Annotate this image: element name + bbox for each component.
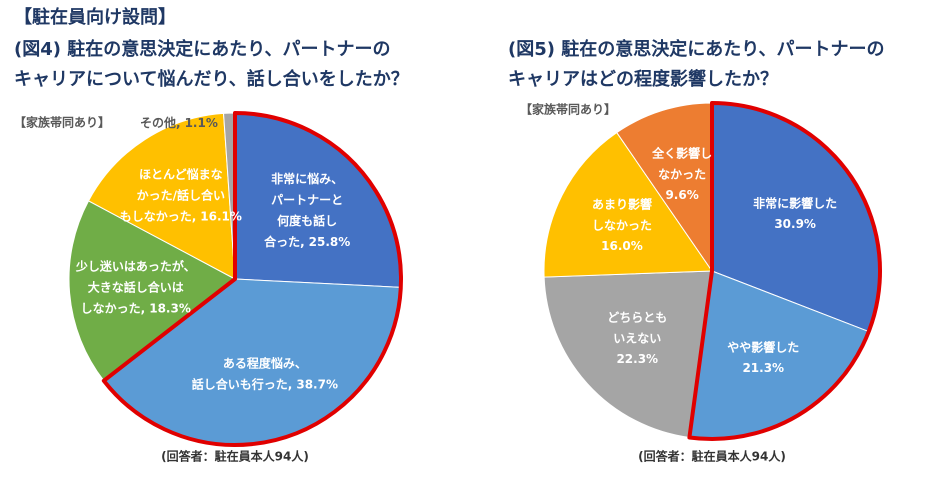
data-label: 非常に影響した — [753, 195, 837, 210]
category-label: 少し迷いはあったが、 — [75, 258, 196, 273]
category-label: かった/話し合い — [137, 187, 225, 202]
data-label: 話し合いも行った, 38.7% — [192, 376, 338, 391]
chart-subtitle: 【家族帯同あり】 — [14, 115, 110, 130]
data-label: 大きな話し合いは — [88, 279, 184, 294]
chart-title: (図5) 駐在の意思決定にあたり、パートナーの — [508, 38, 885, 60]
data-label: 非常に悩み、 — [271, 170, 343, 185]
category-label: どちらとも — [607, 310, 667, 324]
chart-title: (図4) 駐在の意思決定にあたり、パートナーの — [14, 38, 391, 60]
data-label: 全く影響し — [651, 145, 712, 160]
chart-subtitle: 【家族帯同あり】 — [520, 102, 616, 117]
data-label: しなかった, 18.3% — [81, 301, 191, 315]
category-label: パートナーと — [271, 192, 343, 206]
data-label: なかった — [658, 167, 706, 181]
data-label: もしなかった, 16.1% — [120, 209, 242, 223]
category-label: ある程度悩み、 — [223, 355, 307, 370]
pie-slice — [616, 102, 713, 273]
category-label: なかった — [658, 167, 706, 181]
data-label: どちらとも — [607, 310, 667, 324]
data-label: ほとんど悩まな — [139, 166, 223, 181]
pie-slice — [68, 200, 236, 382]
data-label: ある程度悩み、 — [223, 355, 307, 370]
data-label: その他, 1.1% — [140, 115, 218, 130]
category-label: しなかった — [592, 218, 652, 232]
data-label: かった/話し合い — [137, 187, 225, 202]
page-title: 【駐在員向け設問】 — [14, 6, 176, 28]
chart-note: (回答者：駐在員本人94人) — [638, 449, 786, 464]
data-label: いえない — [613, 331, 661, 345]
value-label: 22.3% — [616, 352, 658, 366]
category-label: やや影響した — [727, 339, 799, 354]
category-label: その他, — [140, 115, 181, 130]
value-label: 16.1% — [200, 209, 242, 223]
data-label: やや影響した — [727, 339, 799, 354]
category-label: ほとんど悩まな — [139, 166, 223, 181]
value-label: 9.6% — [665, 188, 698, 202]
data-label: 少し迷いはあったが、 — [75, 258, 196, 273]
data-label: パートナーと — [271, 192, 343, 206]
chart-title: キャリアについて悩んだり、話し合いをしたか？ — [14, 68, 409, 90]
value-label: 30.9% — [774, 217, 816, 231]
category-label: 全く影響し — [651, 145, 712, 160]
value-label: 38.7% — [296, 377, 338, 391]
value-label: 25.8% — [309, 234, 351, 248]
value-label: 21.3% — [742, 361, 784, 375]
category-label: 何度も話し — [277, 212, 337, 227]
category-label: もしなかった, — [120, 209, 197, 223]
category-label: しなかった, — [81, 301, 146, 315]
value-label: 1.1% — [185, 116, 218, 130]
data-label: 合った, 25.8% — [264, 233, 350, 248]
category-label: 非常に悩み、 — [271, 170, 343, 185]
category-label: いえない — [613, 331, 661, 345]
data-label: あまり影響 — [592, 196, 652, 211]
value-label: 16.0% — [601, 239, 643, 253]
pie-slice — [543, 131, 713, 278]
pie-slice — [87, 112, 236, 280]
data-label: しなかった — [592, 218, 652, 232]
category-label: 合った, — [264, 233, 305, 248]
pie-slice — [543, 270, 713, 439]
value-label: 18.3% — [149, 301, 191, 315]
highlight-outline — [687, 101, 882, 441]
category-label: 大きな話し合いは — [88, 279, 184, 294]
highlight-outline — [101, 111, 403, 447]
chart-note: (回答者：駐在員本人94人) — [161, 449, 309, 464]
category-label: あまり影響 — [592, 196, 652, 211]
chart-title: キャリアはどの程度影響したか？ — [508, 68, 778, 90]
category-label: 話し合いも行った, — [192, 376, 293, 391]
category-label: 非常に影響した — [753, 195, 837, 210]
data-label: 何度も話し — [277, 212, 337, 227]
